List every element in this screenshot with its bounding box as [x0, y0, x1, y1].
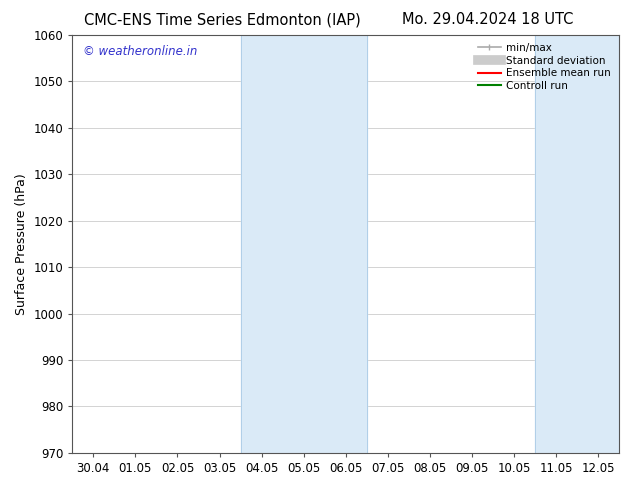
Bar: [535, 35, 619, 453]
Legend: min/max, Standard deviation, Ensemble mean run, Controll run: min/max, Standard deviation, Ensemble me…: [475, 40, 614, 94]
Bar: [240, 35, 366, 453]
Text: CMC-ENS Time Series Edmonton (IAP): CMC-ENS Time Series Edmonton (IAP): [84, 12, 360, 27]
Y-axis label: Surface Pressure (hPa): Surface Pressure (hPa): [15, 173, 28, 315]
Text: Mo. 29.04.2024 18 UTC: Mo. 29.04.2024 18 UTC: [403, 12, 574, 27]
Text: © weatheronline.in: © weatheronline.in: [83, 45, 198, 58]
